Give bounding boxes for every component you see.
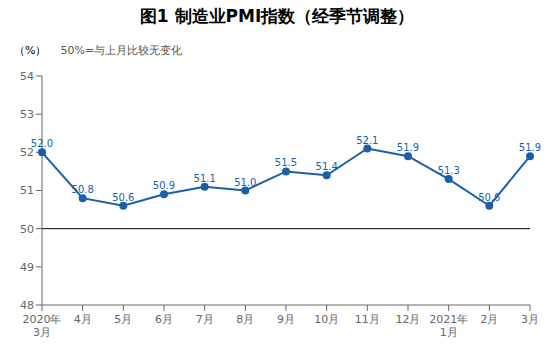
svg-text:5月: 5月 bbox=[114, 313, 132, 326]
svg-text:49: 49 bbox=[20, 261, 34, 274]
svg-text:2021年1月: 2021年1月 bbox=[429, 313, 468, 339]
html-text:图1 制造业PMI指数（经季节调整）: 图1 制造业PMI指数（经季节调整） bbox=[139, 6, 415, 26]
svg-text:11月: 11月 bbox=[355, 313, 380, 326]
svg-text:51.9: 51.9 bbox=[519, 142, 541, 153]
svg-text:4月: 4月 bbox=[74, 313, 92, 326]
svg-text:8月: 8月 bbox=[236, 313, 254, 326]
svg-text:50: 50 bbox=[20, 223, 34, 236]
svg-text:10月: 10月 bbox=[314, 313, 339, 326]
svg-text:50.9: 50.9 bbox=[153, 180, 175, 191]
svg-text:12月: 12月 bbox=[396, 313, 421, 326]
svg-text:51: 51 bbox=[20, 184, 34, 197]
svg-text:51.0: 51.0 bbox=[234, 177, 256, 188]
svg-text:48: 48 bbox=[20, 299, 34, 312]
svg-text:50.6: 50.6 bbox=[478, 192, 500, 203]
svg-text:51.9: 51.9 bbox=[397, 142, 419, 153]
svg-text:53: 53 bbox=[20, 108, 34, 121]
svg-text:51.1: 51.1 bbox=[194, 173, 216, 184]
svg-text:52.1: 52.1 bbox=[356, 135, 378, 146]
svg-text:51.4: 51.4 bbox=[316, 161, 338, 172]
html-text:50%=与上月比较无变化: 50%=与上月比较无变化 bbox=[60, 44, 183, 57]
svg-text:7月: 7月 bbox=[196, 313, 214, 326]
svg-text:52: 52 bbox=[20, 146, 34, 160]
svg-text:51.3: 51.3 bbox=[438, 165, 460, 176]
svg-text:9月: 9月 bbox=[277, 313, 295, 326]
svg-text:50.6: 50.6 bbox=[112, 192, 134, 203]
svg-text:2020年3月: 2020年3月 bbox=[23, 313, 62, 339]
svg-text:2月: 2月 bbox=[480, 313, 498, 326]
svg-text:51.5: 51.5 bbox=[275, 157, 297, 168]
svg-text:54: 54 bbox=[20, 70, 34, 83]
svg-text:52.0: 52.0 bbox=[31, 138, 53, 149]
svg-text:50.8: 50.8 bbox=[72, 184, 94, 195]
svg-text:6月: 6月 bbox=[155, 313, 173, 326]
svg-text:3月: 3月 bbox=[521, 313, 539, 326]
